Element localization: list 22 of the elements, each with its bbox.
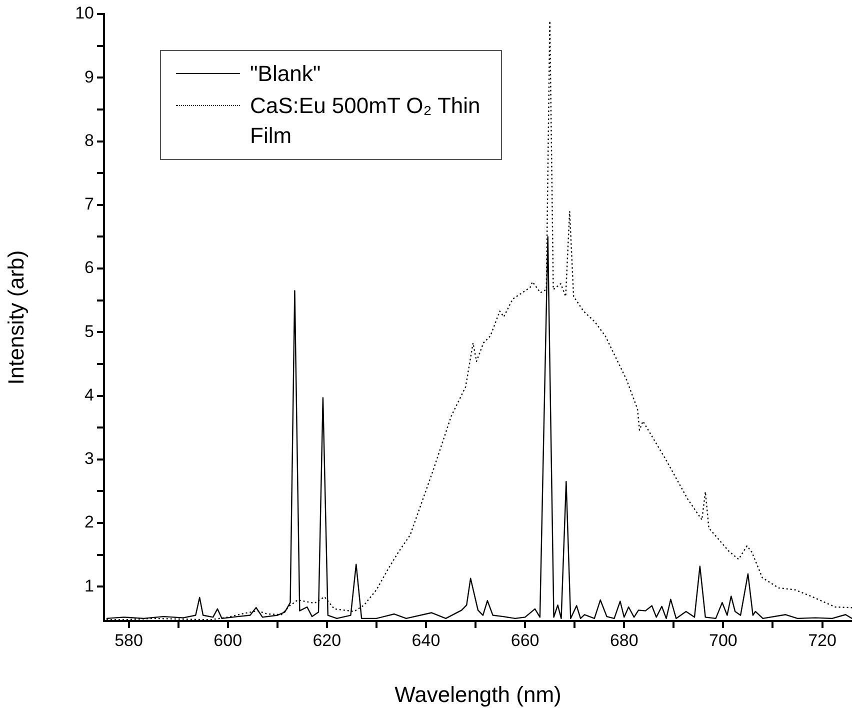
legend-label: CaS:Eu 500mT O₂ Thin Film: [250, 92, 482, 150]
x-tick-label: 620: [312, 630, 342, 650]
y-tick-label: 1: [84, 576, 94, 596]
y-tick-label: 7: [84, 194, 94, 214]
x-axis-title: Wavelength (nm): [394, 682, 562, 707]
y-tick-label: 2: [84, 512, 94, 532]
y-tick-label: 5: [84, 322, 94, 341]
y-axis-title: Intensity (arb): [3, 250, 28, 385]
x-tick-label: 600: [214, 630, 242, 650]
legend-label: "Blank": [250, 60, 322, 88]
y-tick-label: 4: [84, 385, 94, 404]
x-tick-label: 660: [510, 630, 540, 650]
x-tick-label: 700: [709, 630, 738, 650]
y-tick-label: 8: [84, 130, 94, 150]
y-tick-label: 10: [75, 4, 94, 23]
x-tick-label: 580: [114, 630, 143, 650]
y-tick-label: 6: [84, 258, 94, 278]
y-tick-label: 3: [84, 449, 94, 468]
y-tick-label: 9: [84, 67, 94, 86]
x-tick-label: 680: [610, 630, 638, 650]
x-tick-label: 720: [808, 630, 836, 650]
x-tick-label: 640: [412, 630, 440, 650]
